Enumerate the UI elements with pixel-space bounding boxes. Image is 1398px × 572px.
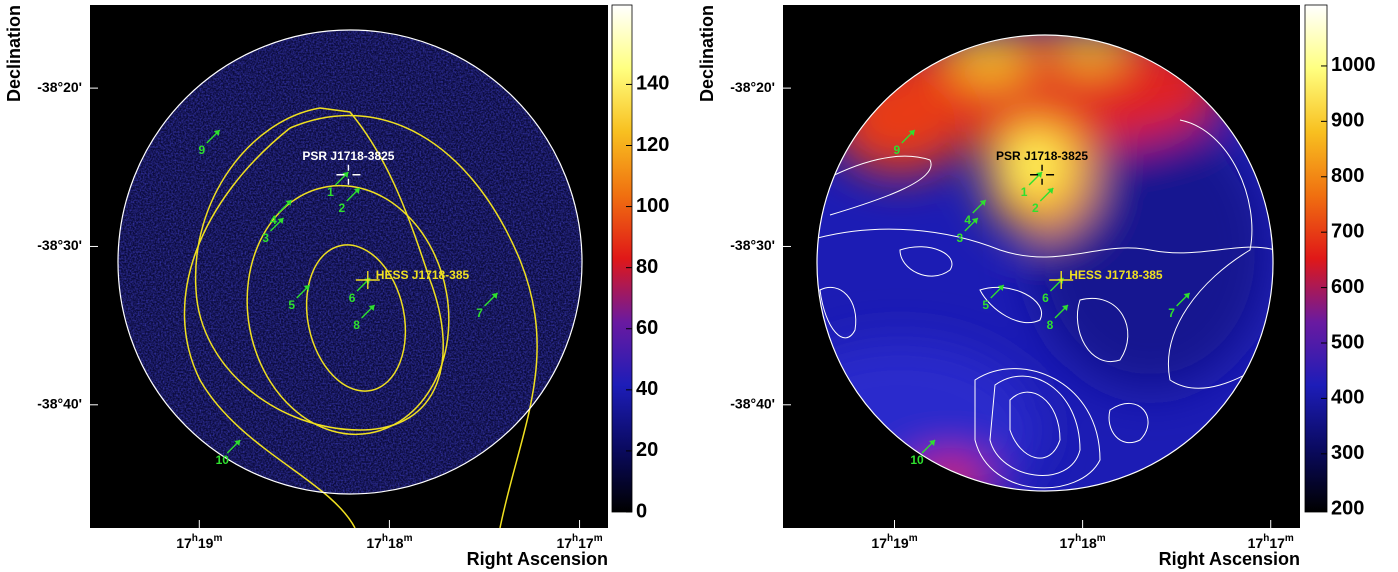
source-label: 1 [327, 185, 334, 199]
y-axis-title: Declination [4, 5, 24, 102]
colorbar-tick-label: 200 [1331, 498, 1364, 520]
colorbar-tick-label: 80 [636, 256, 658, 278]
colorbar-tick-label: 600 [1331, 276, 1364, 298]
x-tick-label: 17h19m [871, 533, 917, 551]
psr-label: PSR J1718-3825 [996, 149, 1088, 163]
colorbar-tick-label: 900 [1331, 110, 1364, 132]
y-tick-label: -38°30' [730, 237, 775, 253]
x-tick-label: 17h19m [176, 533, 222, 551]
hess-label: HESS J1718-385 [376, 268, 470, 282]
colorbar-tick-label: 40 [636, 378, 658, 400]
colorbar-tick-label: 300 [1331, 442, 1364, 464]
colorbar-tick-label: 1000 [1331, 54, 1376, 76]
source-label: 10 [216, 453, 230, 467]
y-tick-label: -38°20' [37, 79, 82, 95]
colorbar-tick-label: 500 [1331, 331, 1364, 353]
colorbar-tick-label: 0 [636, 500, 647, 522]
source-label: 3 [262, 231, 269, 245]
left-image [90, 5, 608, 528]
x-axis-title: Right Ascension [1159, 549, 1300, 569]
colorbar-tick-label: 700 [1331, 220, 1364, 242]
figure: Right AscensionDeclination17h19m17h18m17… [0, 0, 1398, 572]
colorbar-tick-label: 140 [636, 73, 669, 95]
y-tick-label: -38°20' [730, 79, 775, 95]
source-label: 2 [1032, 201, 1039, 215]
right-image [760, 5, 1300, 528]
source-label: 6 [1042, 291, 1049, 305]
x-tick-label: 17h18m [366, 533, 412, 551]
colorbar-tick-label: 20 [636, 439, 658, 461]
colorbar-tick-label: 100 [636, 195, 669, 217]
psr-label: PSR J1718-3825 [302, 149, 394, 163]
source-label: 4 [964, 213, 971, 227]
y-tick-label: -38°40' [730, 396, 775, 412]
source-label: 9 [198, 143, 205, 157]
source-label: 8 [353, 318, 360, 332]
hess-label: HESS J1718-385 [1069, 268, 1163, 282]
source-label: 2 [338, 201, 345, 215]
colorbar [612, 5, 632, 512]
colorbar-tick-label: 800 [1331, 165, 1364, 187]
colorbar-tick-label: 120 [636, 134, 669, 156]
y-tick-label: -38°30' [37, 237, 82, 253]
x-axis-title: Right Ascension [467, 549, 608, 569]
source-label: 10 [910, 453, 924, 467]
source-label: 9 [893, 143, 900, 157]
source-label: 7 [476, 306, 483, 320]
source-label: 3 [957, 231, 964, 245]
y-tick-label: -38°40' [37, 396, 82, 412]
x-tick-label: 17h18m [1060, 533, 1106, 551]
source-label: 4 [270, 213, 277, 227]
source-label: 5 [982, 298, 989, 312]
colorbar-tick-label: 60 [636, 317, 658, 339]
source-label: 1 [1021, 185, 1028, 199]
colorbar [1305, 5, 1327, 512]
source-label: 8 [1047, 318, 1054, 332]
colorbar-tick-label: 400 [1331, 387, 1364, 409]
y-axis-title: Declination [697, 5, 717, 102]
source-label: 7 [1168, 306, 1175, 320]
source-label: 6 [349, 291, 356, 305]
source-label: 5 [288, 298, 295, 312]
